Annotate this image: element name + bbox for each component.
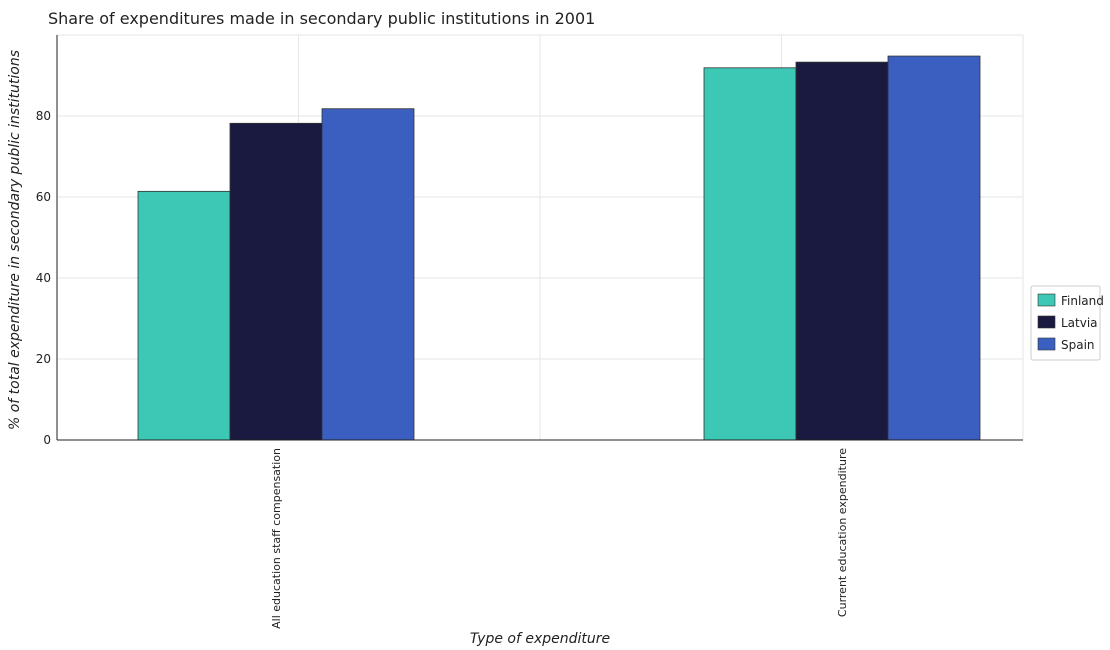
y-tick-label: 80 [36, 109, 51, 123]
x-tick-label: Current education expenditure [836, 448, 849, 617]
legend-swatch-latvia [1037, 315, 1056, 329]
legend-label-finland: Finland [1061, 294, 1104, 308]
y-tick-label: 20 [36, 352, 51, 366]
y-tick-label: 40 [36, 271, 51, 285]
bar-spain-1 [887, 55, 981, 441]
bar-latvia-1 [795, 61, 889, 441]
y-tick-label: 0 [43, 433, 51, 447]
legend-swatch-finland [1037, 293, 1056, 307]
x-axis-label: Type of expenditure [470, 631, 610, 647]
y-axis-label: % of total expenditure in secondary publ… [7, 50, 23, 430]
legend-label-latvia: Latvia [1061, 316, 1098, 330]
chart-title: Share of expenditures made in secondary … [48, 9, 595, 28]
legend: Finland Latvia Spain [1030, 285, 1104, 361]
bar-spain-0 [321, 108, 415, 441]
x-tick-label: All education staff compensation [270, 448, 283, 629]
legend-swatch-spain [1037, 337, 1056, 351]
y-tick-label: 60 [36, 190, 51, 204]
bar-finland-0 [137, 190, 231, 441]
bar-finland-1 [703, 67, 797, 441]
legend-label-spain: Spain [1061, 338, 1095, 352]
plot-area: 0 20 40 60 80 All education staff compensatio… [36, 34, 1024, 629]
bar-latvia-0 [229, 122, 323, 441]
